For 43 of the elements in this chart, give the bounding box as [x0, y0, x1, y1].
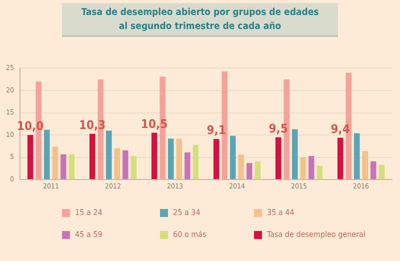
bar	[246, 163, 252, 180]
bar	[254, 161, 261, 180]
bar	[238, 154, 244, 180]
bar	[275, 137, 282, 180]
bar	[60, 154, 66, 180]
bar	[184, 152, 190, 180]
bar	[192, 144, 199, 180]
data-label: 10,0	[17, 119, 44, 134]
legend-label: 60 o más	[173, 230, 206, 239]
bar	[378, 164, 385, 180]
bar	[354, 133, 360, 180]
bar	[44, 130, 50, 180]
legend-label: 25 a 34	[173, 208, 200, 217]
bar	[27, 135, 34, 180]
data-label: 9,1	[206, 123, 226, 138]
legend-label: Tasa de desempleo general	[267, 230, 366, 239]
bar	[213, 139, 220, 180]
bar	[168, 138, 174, 180]
bar	[230, 136, 236, 180]
bar	[106, 130, 112, 180]
data-label: 10,5	[141, 116, 168, 131]
bar	[308, 156, 314, 180]
legend-label: 35 a 44	[267, 208, 294, 217]
bar	[68, 154, 75, 180]
legend-label: 15 a 24	[75, 208, 102, 217]
data-label: 10,3	[79, 118, 106, 132]
bar	[292, 129, 298, 180]
bar	[151, 132, 158, 180]
bar	[337, 138, 344, 180]
data-label: 9,4	[330, 122, 350, 136]
bar	[300, 157, 306, 180]
bar	[122, 150, 128, 180]
bar	[316, 166, 323, 180]
bar	[130, 156, 137, 180]
bar	[362, 151, 368, 180]
bar	[89, 134, 96, 180]
bar	[52, 146, 58, 180]
legend-label: 45 a 59	[75, 230, 102, 239]
bar	[370, 161, 376, 180]
bar	[176, 138, 182, 180]
chart-title: Tasa de desempleo abierto por grupos de edades al segundo trimestre de cada año	[62, 3, 338, 37]
data-label: 9,5	[268, 121, 288, 136]
bar	[114, 148, 120, 180]
